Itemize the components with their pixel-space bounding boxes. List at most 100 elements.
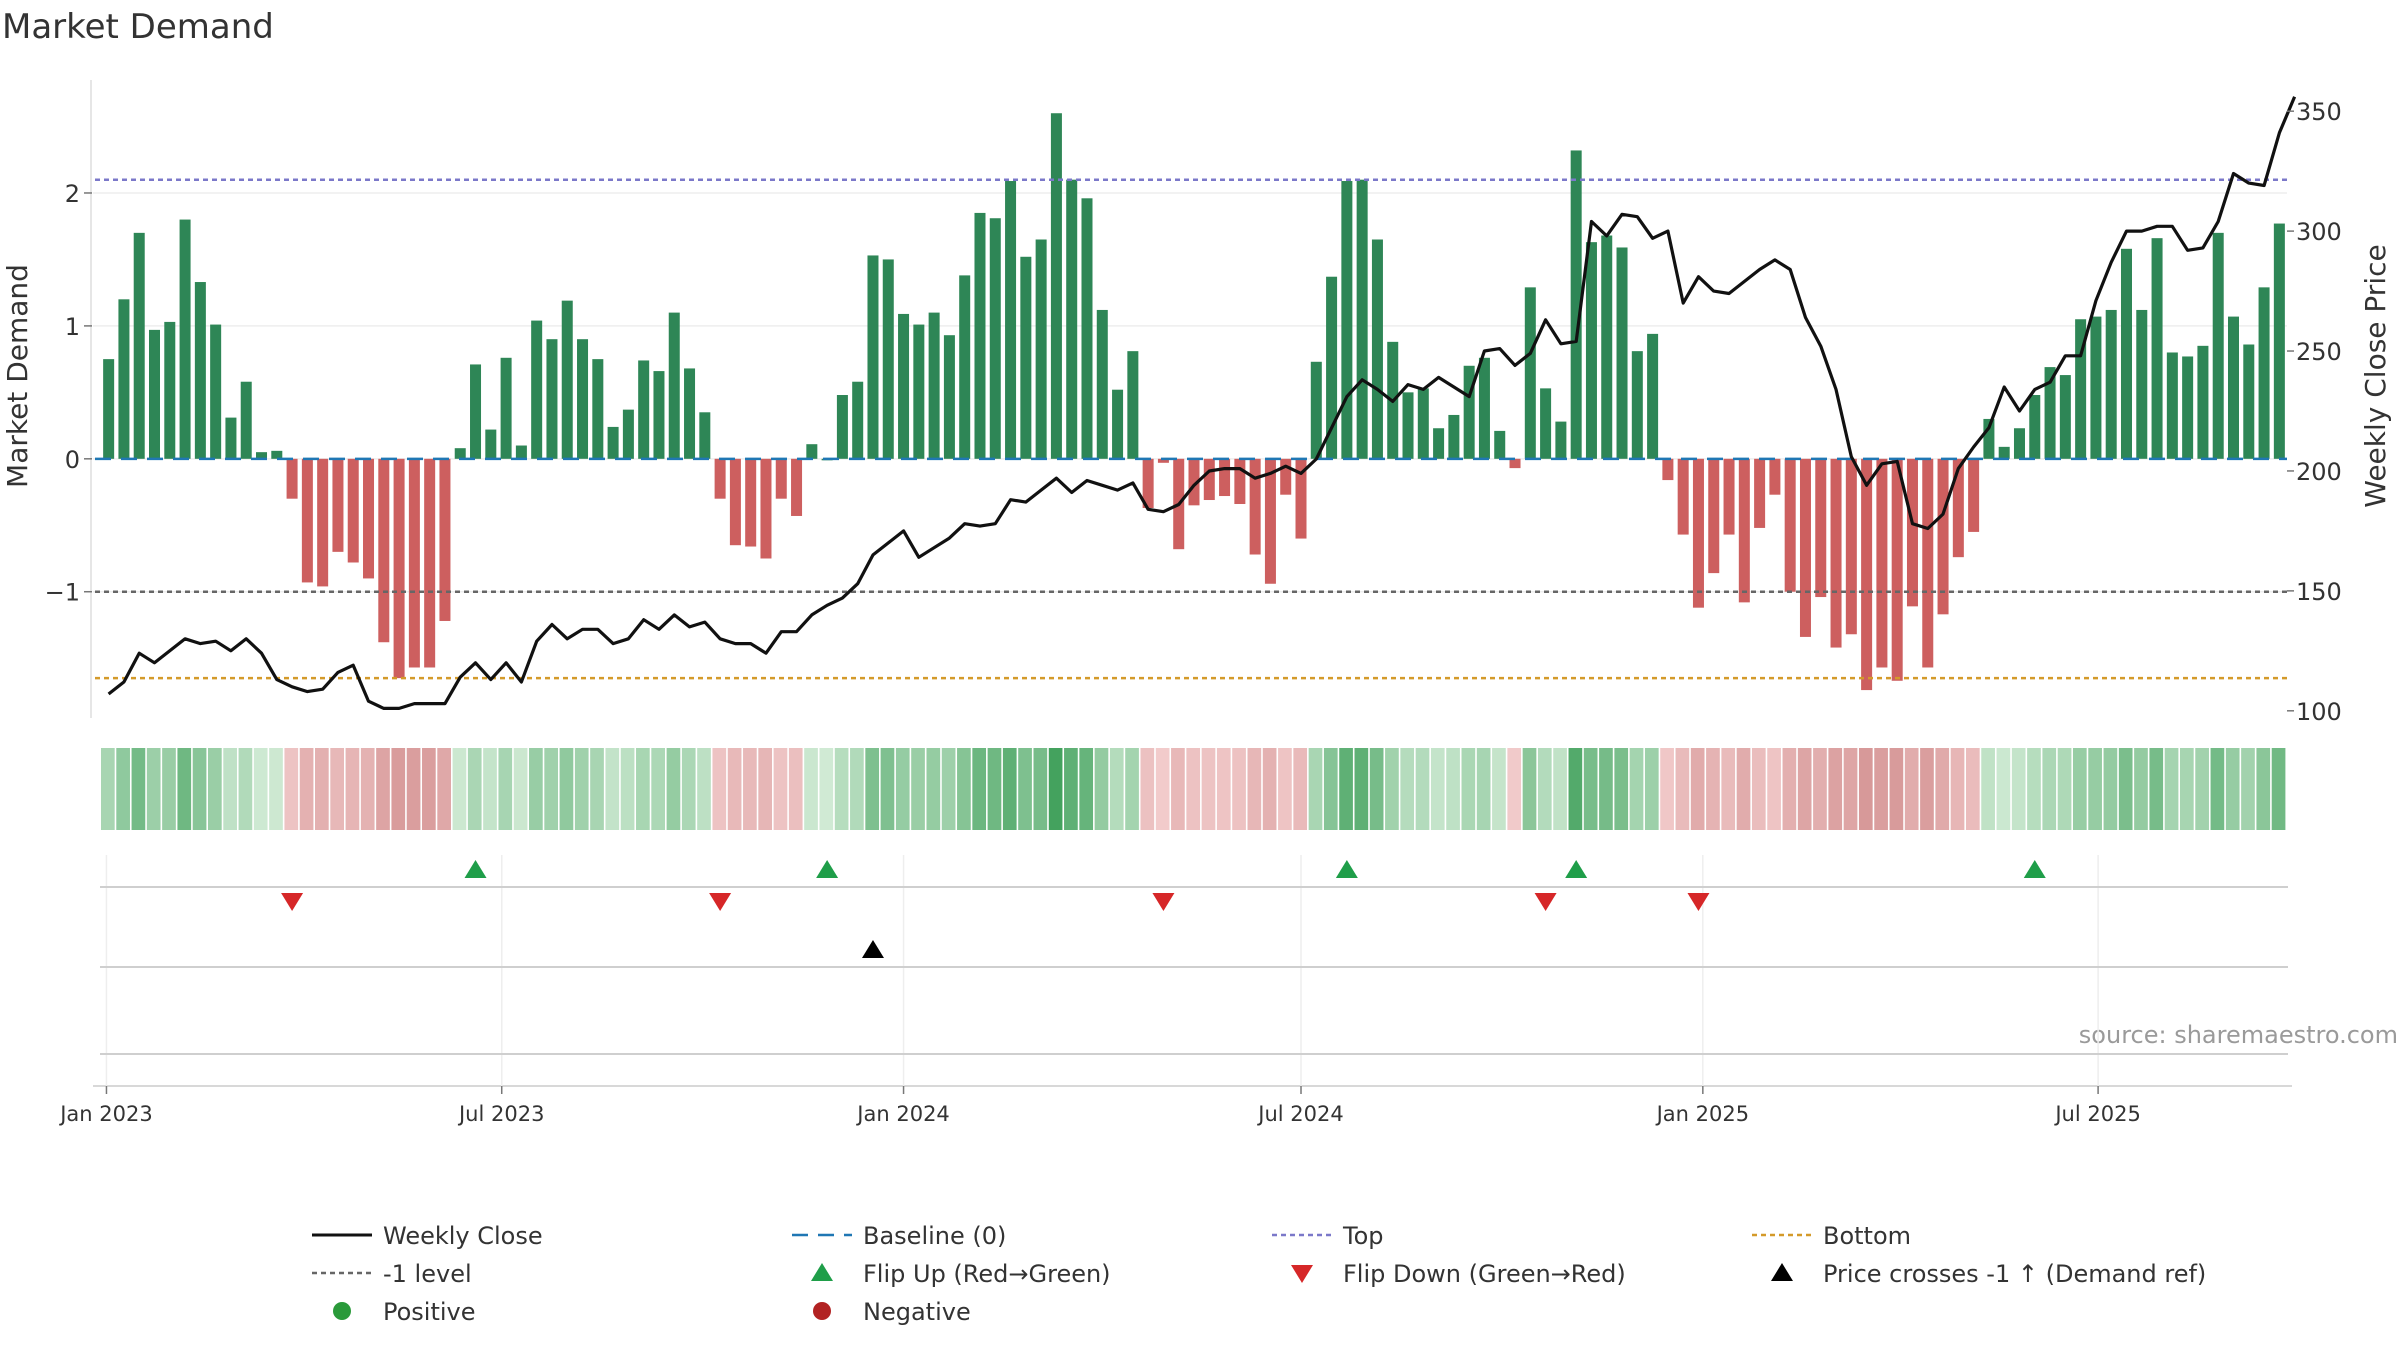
heat-cell (1507, 748, 1522, 830)
demand-bar (1494, 430, 1506, 459)
demand-bar (1815, 458, 1827, 598)
heat-cell (1996, 748, 2011, 830)
heat-strip (101, 748, 2286, 830)
demand-bar (485, 429, 497, 459)
weekly-close-line (107, 96, 2297, 711)
heat-cell (1751, 748, 1766, 830)
legend-swatch-circle-red (813, 1302, 831, 1320)
heat-cell (208, 748, 222, 830)
heat-cell (1293, 748, 1308, 830)
heat-cell (1262, 748, 1277, 830)
y2-tick-label: 200 (2296, 458, 2342, 486)
heat-cell (422, 748, 436, 830)
heat-cell (1171, 748, 1185, 830)
demand-bar (1264, 458, 1276, 584)
demand-bar (1616, 247, 1628, 459)
heat-cell (1981, 748, 1995, 830)
demand-bar (607, 426, 619, 459)
y-tick-label: −1 (45, 579, 80, 607)
demand-bar (913, 324, 925, 459)
demand-bar (1723, 458, 1735, 535)
demand-bar (974, 212, 986, 459)
legend-label: Flip Up (Red→Green) (863, 1260, 1111, 1288)
demand-bar (103, 359, 115, 459)
flip-up-marker (2023, 860, 2046, 878)
demand-bar (1968, 458, 1980, 532)
demand-bar (408, 458, 420, 668)
y2-tick-label: 350 (2296, 98, 2342, 126)
heat-cell (865, 748, 880, 830)
heat-cell (620, 748, 635, 830)
demand-bar (1601, 235, 1613, 459)
demand-bar (1142, 458, 1154, 508)
demand-bar (1402, 392, 1414, 459)
heat-cell (146, 748, 161, 830)
heat-cell (1660, 748, 1674, 830)
demand-bar (577, 339, 589, 459)
heat-cell (1965, 748, 1980, 830)
reference-lines (95, 178, 2287, 680)
demand-bar (1784, 458, 1796, 592)
heat-cell (2210, 748, 2225, 830)
source-note: source: sharemaestro.com (2079, 1021, 2398, 1049)
heat-cell (1430, 748, 1445, 830)
heat-cell (559, 748, 574, 830)
legend-swatch-triangle-up-green (811, 1263, 833, 1281)
heat-cell (681, 748, 696, 830)
heat-cell (880, 748, 895, 830)
demand-bar (1585, 242, 1597, 459)
demand-bar (1799, 458, 1811, 637)
demand-bar (1509, 458, 1521, 469)
y-axis-label: Market Demand (1, 264, 34, 488)
heat-cell (1339, 748, 1353, 830)
demand-bar (1035, 239, 1047, 459)
heat-cell (727, 748, 742, 830)
flip-up-marker (816, 860, 839, 878)
demand-bar (1157, 458, 1169, 463)
heat-cell (636, 748, 650, 830)
y-tick-label: 0 (65, 446, 80, 474)
heat-cell (834, 748, 849, 830)
demand-bar (928, 312, 940, 459)
heat-cell (360, 748, 375, 830)
heat-cell (1950, 748, 1965, 830)
heat-cell (1048, 748, 1063, 830)
demand-bar (1005, 181, 1017, 459)
heat-cell (529, 748, 543, 830)
heat-cell (850, 748, 864, 830)
heat-cell (1461, 748, 1476, 830)
demand-bar (1295, 458, 1307, 539)
demand-bar (791, 458, 803, 516)
demand-bar (2059, 375, 2071, 459)
heat-cell (116, 748, 130, 830)
heat-cell (544, 748, 559, 830)
heat-cell (1476, 748, 1491, 830)
demand-bar (363, 458, 375, 579)
demand-bar (1555, 421, 1567, 459)
heat-cell (758, 748, 773, 830)
heat-cell (498, 748, 513, 830)
demand-bar (1861, 458, 1873, 691)
heat-cell (926, 748, 941, 830)
heat-cell (605, 748, 620, 830)
demand-bar (2151, 238, 2163, 459)
demand-bar (240, 381, 252, 459)
demand-bar (745, 458, 757, 547)
heat-cell (1064, 748, 1078, 830)
demand-bar (531, 320, 543, 459)
heat-cell (483, 748, 497, 830)
demand-bar (1219, 458, 1231, 497)
demand-bar (393, 458, 405, 679)
heat-cell (773, 748, 788, 830)
heat-cell (2134, 748, 2148, 830)
heat-cell (1583, 748, 1598, 830)
legend-label: Negative (863, 1298, 971, 1326)
demand-bar (1020, 256, 1032, 459)
demand-bar (2120, 248, 2132, 459)
heat-cell (1706, 748, 1720, 830)
x-tick-label: Jan 2025 (1655, 1102, 1750, 1126)
demand-bar (332, 458, 344, 552)
demand-bar (1478, 357, 1490, 459)
demand-bar (2227, 316, 2239, 459)
